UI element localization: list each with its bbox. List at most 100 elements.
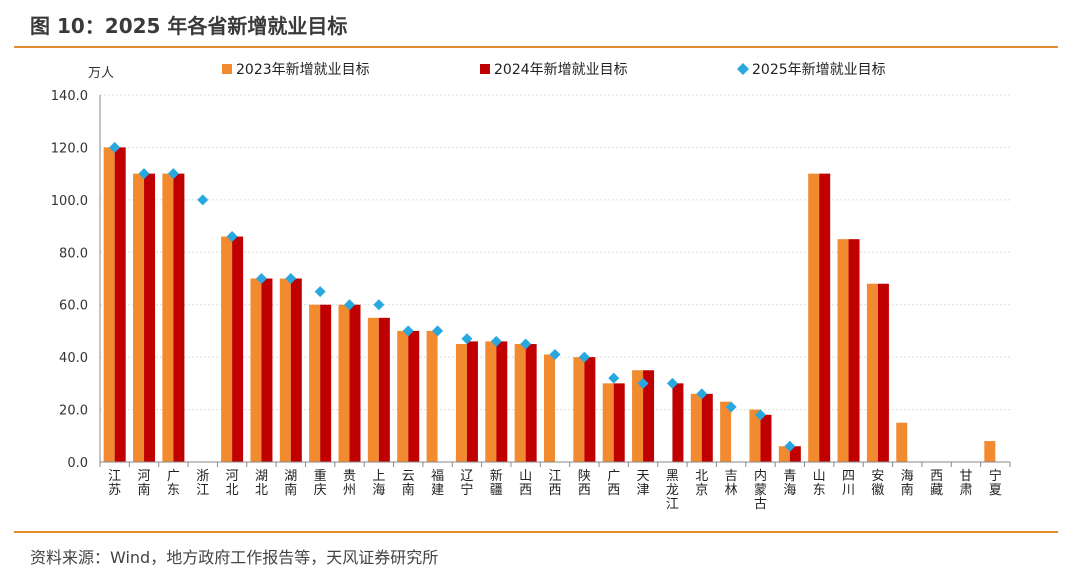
bar-chart: 0.0 20.0 40.0 60.0 80.0 100.0 120.0 140.0 万人 20… — [51, 62, 1011, 512]
bar-2023 — [162, 173, 174, 462]
x-category-label: 湖北 — [255, 469, 268, 498]
x-category-label: 湖南 — [284, 469, 297, 498]
bar-2023 — [309, 304, 321, 462]
y-axis-unit: 万人 — [88, 66, 114, 81]
marker-2025 — [608, 372, 620, 384]
x-category-label: 北京 — [695, 469, 708, 498]
x-category-label: 云南 — [402, 469, 415, 498]
marker-2025 — [344, 299, 356, 311]
bar-2024 — [613, 383, 625, 462]
bar-2023 — [896, 422, 908, 462]
y-axis: 0.0 20.0 40.0 60.0 80.0 100.0 120.0 140.0 — [51, 89, 101, 471]
bar-2024 — [584, 357, 596, 462]
x-category-label: 内蒙古 — [754, 468, 767, 512]
bar-2024 — [261, 278, 273, 462]
y-tick-label: 60.0 — [59, 299, 88, 314]
bar-2023 — [103, 147, 115, 462]
marker-2025 — [461, 333, 473, 345]
bar-2024 — [378, 317, 390, 462]
bar-2024 — [760, 414, 772, 462]
marker-2025 — [197, 194, 209, 206]
y-tick-label: 20.0 — [59, 404, 88, 419]
x-category-label: 河南 — [138, 469, 151, 498]
x-category-label: 广东 — [167, 469, 180, 498]
marker-2025 — [520, 338, 532, 350]
x-category-label: 海南 — [901, 469, 914, 498]
legend-label: 2025年新增就业目标 — [752, 62, 886, 78]
x-category-label: 天津 — [637, 469, 650, 498]
x-category-label: 吉林 — [725, 469, 738, 498]
marker-2025 — [138, 168, 150, 180]
y-tick-label: 140.0 — [51, 89, 88, 104]
bar-2023 — [632, 370, 644, 462]
x-category-label: 新疆 — [490, 468, 503, 498]
x-category-label: 西藏 — [930, 469, 943, 498]
bar-2023 — [485, 341, 497, 462]
bar-2023 — [455, 344, 467, 462]
bar-2023 — [573, 357, 585, 462]
bar-2023 — [426, 330, 438, 462]
x-category-label: 福建 — [431, 469, 444, 498]
marker-2025 — [373, 299, 385, 311]
bar-2023 — [602, 383, 614, 462]
marker-2025 — [109, 141, 121, 153]
x-category-label: 广西 — [607, 469, 620, 498]
bar-2024 — [643, 370, 655, 462]
x-category-label: 青海 — [783, 469, 796, 498]
bar-2024 — [144, 173, 156, 462]
x-category-label: 浙江 — [196, 469, 209, 498]
bottom-divider — [14, 531, 1058, 533]
marker-2025 — [402, 325, 414, 337]
marker-2025 — [725, 401, 737, 413]
bar-2023 — [690, 393, 702, 462]
x-category-label: 黑龙江 — [666, 469, 679, 512]
bar-2024 — [114, 147, 126, 462]
y-tick-label: 120.0 — [51, 141, 88, 156]
x-category-label: 江苏 — [108, 469, 121, 498]
x-category-label: 江西 — [548, 469, 561, 498]
bar-2024 — [173, 173, 185, 462]
bar-2023 — [221, 236, 233, 462]
bar-2023 — [984, 441, 996, 462]
y-tick-label: 0.0 — [67, 456, 88, 471]
x-category-label: 安徽 — [871, 469, 884, 498]
marker-2025 — [314, 286, 326, 298]
bar-2023 — [749, 409, 761, 462]
bar-2024 — [525, 344, 537, 462]
bar-2023 — [808, 173, 820, 462]
bar-2023 — [367, 317, 379, 462]
marker-2025 — [578, 351, 590, 363]
marker-2025 — [637, 377, 649, 389]
marker-2025 — [754, 409, 766, 421]
legend-label: 2024年新增就业目标 — [494, 62, 628, 78]
legend-swatch — [737, 63, 749, 75]
x-category-label: 甘肃 — [959, 469, 972, 498]
chart-title: 图 10：2025 年各省新增就业目标 — [30, 14, 348, 38]
top-divider — [14, 46, 1058, 48]
legend-swatch — [222, 64, 232, 74]
bar-2024 — [290, 278, 302, 462]
marker-2025 — [784, 440, 796, 452]
x-category-label: 贵州 — [343, 469, 356, 498]
markers — [109, 141, 796, 452]
x-axis: 江苏河南广东浙江河北湖北湖南重庆贵州上海云南福建辽宁新疆山西江西陕西广西天津黑龙… — [99, 461, 1011, 512]
bar-2024 — [232, 236, 244, 462]
bar-2024 — [349, 304, 361, 462]
bar-2024 — [320, 304, 332, 462]
bar-2023 — [514, 344, 526, 462]
bar-2023 — [866, 283, 878, 462]
marker-2025 — [432, 325, 444, 337]
x-category-label: 上海 — [372, 469, 385, 498]
x-category-label: 山东 — [813, 469, 826, 498]
x-category-label: 四川 — [842, 469, 855, 498]
legend-swatch — [480, 64, 490, 74]
marker-2025 — [549, 349, 561, 361]
marker-2025 — [285, 273, 297, 284]
x-category-label: 山西 — [519, 469, 532, 498]
bar-2024 — [496, 341, 508, 462]
bar-2023 — [279, 278, 291, 462]
marker-2025 — [696, 388, 708, 400]
x-category-label: 陕西 — [578, 469, 591, 498]
bar-2023 — [720, 401, 732, 462]
marker-2025 — [226, 231, 238, 243]
